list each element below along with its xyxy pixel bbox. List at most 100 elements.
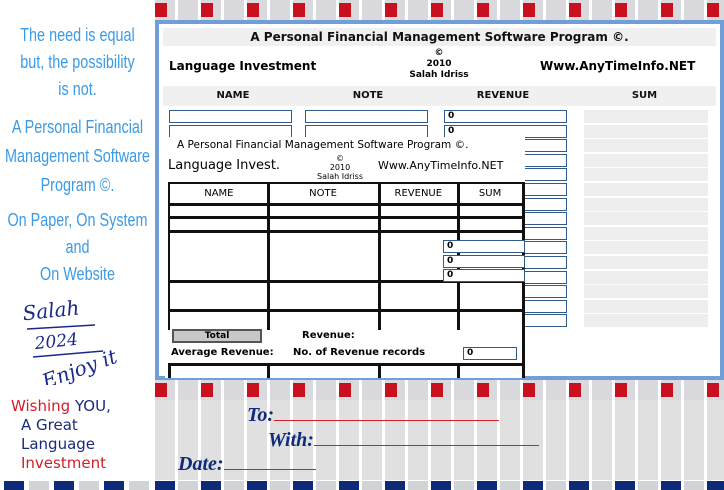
sum-cell — [584, 124, 708, 138]
red-square — [707, 383, 719, 397]
red-square — [569, 3, 581, 17]
paper-year: 2010 — [329, 163, 351, 172]
revenue-label: Revenue: — [302, 330, 355, 341]
sum-cell — [584, 314, 708, 328]
middle-pattern-strip — [155, 380, 724, 400]
paper-header-revenue: REVENUE — [394, 188, 443, 199]
sum-cell — [584, 256, 708, 269]
red-square — [385, 383, 397, 397]
top-pattern-strip — [155, 0, 724, 20]
sum-cell — [584, 212, 708, 226]
to-line: To: — [247, 403, 500, 427]
program-line: Program ©. — [40, 175, 115, 195]
wish-word: Wishing — [11, 397, 71, 415]
red-square — [569, 383, 581, 397]
records-count-field[interactable]: 0 — [463, 347, 517, 360]
paper-title: A Personal Financial Management Software… — [177, 139, 469, 151]
sum-cell — [584, 285, 708, 299]
name-field[interactable] — [169, 110, 292, 123]
red-square — [707, 3, 719, 17]
form-title: A Personal Financial Management Software… — [163, 28, 716, 46]
red-square — [661, 383, 673, 397]
paper-revenue-field[interactable]: 0 — [443, 255, 525, 268]
paper-app-name: Language Invest. — [168, 158, 281, 173]
red-square — [293, 3, 305, 17]
bottom-navy-strip — [155, 481, 724, 490]
form-column-headers: NAME NOTE REVENUE SUM — [163, 86, 716, 106]
paper-header-sum: SUM — [478, 188, 502, 199]
name-field[interactable] — [169, 124, 292, 138]
tagline-line: but, the possibility — [20, 52, 135, 72]
with-field[interactable] — [313, 428, 539, 446]
copyright-mark: © — [336, 154, 344, 163]
paper-header-note: NOTE — [309, 188, 337, 199]
wish-word: A Great — [21, 416, 78, 434]
red-square — [155, 3, 167, 17]
form-year: 2010 — [426, 59, 452, 69]
program-line: A Personal Financial — [11, 117, 144, 137]
wish-word: Language — [21, 435, 96, 453]
date-field[interactable] — [223, 452, 316, 470]
form-author: Salah Idriss — [409, 70, 469, 80]
svg-text:Salah: Salah — [21, 295, 80, 325]
handwritten-signature: Salah 2024 Enjoy it — [21, 295, 121, 385]
form-app-name: Language Investment — [169, 59, 317, 73]
paper-revenue-field[interactable]: 0 — [443, 240, 525, 253]
column-header-revenue: REVENUE — [476, 90, 530, 101]
paper-author: Salah Idriss — [316, 172, 363, 181]
red-square — [293, 383, 305, 397]
red-square — [431, 3, 443, 17]
with-label: With: — [268, 429, 314, 451]
sum-cell — [584, 299, 708, 313]
red-square — [339, 383, 351, 397]
to-label: To: — [247, 404, 275, 426]
sum-cell — [584, 139, 708, 153]
paper-revenue-field[interactable]: 0 — [443, 269, 525, 282]
revenue-field[interactable]: 0 — [444, 124, 567, 138]
platforms-line: On Website — [40, 264, 115, 284]
left-panel: The need is equal but, the possibility i… — [0, 0, 155, 490]
red-square — [615, 3, 627, 17]
paper-header-name: NAME — [204, 188, 234, 199]
to-field[interactable] — [274, 403, 500, 421]
red-square — [661, 3, 673, 17]
red-square — [523, 383, 535, 397]
platforms-line: On Paper, On System — [7, 210, 148, 230]
sum-cell — [584, 270, 708, 284]
revenue-field[interactable]: 0 — [444, 110, 567, 123]
red-square — [385, 3, 397, 17]
navy-strip — [4, 481, 154, 490]
red-square — [431, 383, 443, 397]
red-square — [477, 3, 489, 17]
form-credit: © 2010 Salah Idriss — [384, 48, 494, 81]
red-square — [201, 383, 213, 397]
paper-website: Www.AnyTimeInfo.NET — [378, 159, 504, 172]
records-label: No. of Revenue records — [293, 347, 426, 358]
tagline: The need is equal but, the possibility i… — [1, 22, 154, 103]
red-square — [247, 3, 259, 17]
total-button[interactable]: Total — [172, 329, 262, 343]
sum-cell — [584, 241, 708, 255]
column-header-sum: SUM — [631, 90, 658, 101]
copyright-mark: © — [434, 48, 444, 58]
red-square — [201, 3, 213, 17]
red-square — [247, 383, 259, 397]
date-line: Date: — [178, 452, 316, 476]
column-header-name: NAME — [216, 90, 250, 101]
wish-message: Wishing YOU, A Great Language Investment — [11, 397, 111, 473]
average-revenue-label: Average Revenue: — [171, 347, 274, 358]
platforms-text: On Paper, On System and On Website — [1, 207, 154, 288]
date-label: Date: — [178, 453, 224, 475]
note-field[interactable] — [305, 124, 428, 138]
form-website-link[interactable]: Www.AnyTimeInfo.NET — [540, 59, 696, 73]
with-line: With: — [268, 428, 539, 452]
sum-cell — [584, 153, 708, 167]
tagline-line: The need is equal — [20, 25, 135, 45]
sum-cell — [584, 226, 708, 240]
paper-form-overlay: A Personal Financial Management Software… — [165, 137, 525, 378]
red-square — [523, 3, 535, 17]
red-square — [339, 3, 351, 17]
note-field[interactable] — [305, 110, 428, 123]
sum-cell — [584, 168, 708, 182]
sum-cell — [584, 110, 708, 123]
